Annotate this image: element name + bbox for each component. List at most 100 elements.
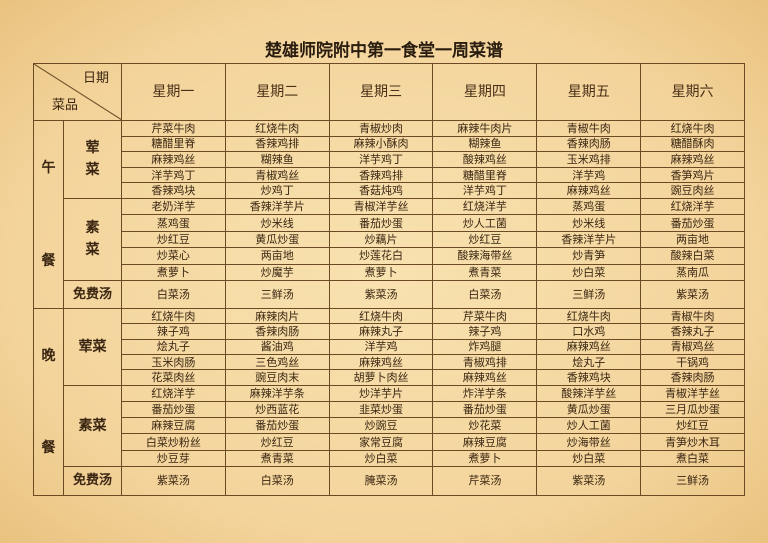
lunch-veg-dish: 香辣洋芋片 bbox=[536, 230, 642, 249]
lunch-veg-dish: 炒魔芋 bbox=[224, 263, 330, 281]
lunch-veg-dish: 酸辣海带丝 bbox=[432, 247, 538, 265]
lunch-veg-row: 炒菜心 两亩地 炒莲花白 酸辣海带丝 炒青笋 酸辣白菜 bbox=[34, 247, 745, 265]
dinner-meat-row: 玉米肉肠 三色鸡丝 麻辣鸡丝 青椒鸡排 烩丸子 干锅鸡 bbox=[34, 354, 745, 371]
day-header: 星期五 bbox=[536, 63, 642, 121]
lunch-soup: 三鲜汤 bbox=[536, 279, 642, 309]
lunch-meat-row: 麻辣鸡丝 糊辣鱼 洋芋鸡丁 酸辣鸡丝 玉米鸡排 麻辣鸡丝 bbox=[34, 151, 745, 168]
lunch-meat-dish: 洋芋鸡丁 bbox=[328, 151, 434, 168]
dinner-veg-dish: 炒海带丝 bbox=[536, 433, 642, 451]
lunch-veg-label-char: 菜 bbox=[85, 242, 100, 259]
lunch-veg-dish: 煮萝卜 bbox=[328, 263, 434, 281]
dinner-meat-dish: 香辣肉肠 bbox=[640, 369, 745, 386]
dinner-meat-dish: 豌豆肉末 bbox=[224, 369, 330, 386]
lunch-veg-dish: 炒青笋 bbox=[536, 247, 642, 265]
lunch-veg-dish: 煮萝卜 bbox=[121, 263, 226, 281]
dinner-meat-dish: 口水鸡 bbox=[536, 323, 642, 340]
lunch-label: 午餐 bbox=[33, 120, 64, 309]
dinner-veg-dish: 炒花菜 bbox=[432, 417, 538, 435]
day-header: 星期一 bbox=[121, 63, 226, 121]
lunch-veg-dish: 香辣洋芋片 bbox=[224, 197, 330, 216]
corner-header: 日期 菜品 bbox=[33, 63, 122, 121]
lunch-meat-dish: 香辣鸡排 bbox=[328, 166, 434, 184]
lunch-veg-label: 素菜 bbox=[63, 197, 122, 281]
lunch-veg-dish: 炒红豆 bbox=[121, 230, 226, 249]
dinner-meat-dish: 炸鸡腿 bbox=[432, 338, 538, 356]
day-header: 星期三 bbox=[328, 63, 434, 121]
dinner-veg-dish: 番茄炒蛋 bbox=[121, 401, 226, 419]
page-title: 楚雄师院附中第一食堂一周菜谱 bbox=[265, 41, 503, 61]
dinner-soup: 三鲜汤 bbox=[640, 465, 745, 496]
lunch-veg-dish: 蒸鸡蛋 bbox=[121, 214, 226, 232]
dinner-veg-dish: 炒人工菌 bbox=[536, 417, 642, 435]
dinner-veg-dish: 番茄炒蛋 bbox=[432, 401, 538, 419]
lunch-veg-row: 煮萝卜 炒魔芋 煮萝卜 煮青菜 炒白菜 蒸南瓜 bbox=[34, 263, 745, 281]
dinner-soup: 腌菜汤 bbox=[328, 465, 434, 496]
dinner-meat-dish: 三色鸡丝 bbox=[224, 354, 330, 371]
dinner-veg-dish: 三月瓜炒蛋 bbox=[640, 401, 745, 419]
dinner-veg-dish: 红烧洋芋 bbox=[121, 384, 226, 403]
lunch-veg-dish: 煮青菜 bbox=[432, 263, 538, 281]
dinner-veg-dish: 酸辣洋芋丝 bbox=[536, 384, 642, 403]
lunch-meat-dish: 麻辣牛肉片 bbox=[432, 120, 538, 137]
lunch-label-char: 餐 bbox=[41, 252, 56, 269]
lunch-meat-dish: 香菇炖鸡 bbox=[328, 182, 434, 199]
lunch-veg-dish: 红烧洋芋 bbox=[640, 197, 745, 216]
lunch-veg-dish: 炒红豆 bbox=[432, 230, 538, 249]
lunch-veg-dish: 炒米线 bbox=[536, 214, 642, 232]
dinner-veg-dish: 炒红豆 bbox=[224, 433, 330, 451]
dinner-veg-row: 素菜 红烧洋芋 麻辣洋芋条 炒洋芋片 炸洋芋条 酸辣洋芋丝 青椒洋芋丝 bbox=[34, 384, 745, 467]
dinner-veg-dish: 煮白菜 bbox=[640, 449, 745, 467]
dinner-veg-row: 麻辣豆腐 番茄炒蛋 炒豌豆 炒花菜 炒人工菌 炒红豆 bbox=[34, 417, 745, 435]
lunch-veg-dish: 炒米线 bbox=[224, 214, 330, 232]
lunch-meat-row: 糖醋里脊 香辣鸡排 麻辣小酥肉 糊辣鱼 香辣肉肠 糖醋酥肉 bbox=[34, 135, 745, 153]
dinner-meat-dish: 香辣丸子 bbox=[640, 323, 745, 340]
dinner-meat-dish: 辣子鸡 bbox=[432, 323, 538, 340]
lunch-veg-dish: 炒莲花白 bbox=[328, 247, 434, 265]
dinner-veg-dish: 炒红豆 bbox=[640, 417, 745, 435]
lunch-meat-dish: 麻辣小酥肉 bbox=[328, 135, 434, 153]
lunch-meat-dish: 糊辣鱼 bbox=[224, 151, 330, 168]
dinner-meat-dish: 辣子鸡 bbox=[121, 323, 226, 340]
lunch-veg-dish: 两亩地 bbox=[640, 230, 745, 249]
lunch-soup: 紫菜汤 bbox=[640, 279, 745, 309]
lunch-veg-dish: 黄瓜炒蛋 bbox=[224, 230, 330, 249]
dish-label: 菜品 bbox=[52, 98, 79, 113]
lunch-veg-dish: 番茄炒蛋 bbox=[328, 214, 434, 232]
lunch-veg-label-char: 素 bbox=[85, 220, 100, 237]
dinner-meat-dish: 胡萝卜肉丝 bbox=[328, 369, 434, 386]
dinner-soup-label: 免费汤 bbox=[63, 465, 122, 496]
dinner-veg-dish: 炒白菜 bbox=[328, 449, 434, 467]
day-header: 星期二 bbox=[224, 63, 330, 121]
dinner-veg-dish: 番茄炒蛋 bbox=[224, 417, 330, 435]
lunch-veg-dish: 炒白菜 bbox=[536, 263, 642, 281]
lunch-meat-dish: 香辣鸡排 bbox=[224, 135, 330, 153]
lunch-veg-dish: 老奶洋芋 bbox=[121, 197, 226, 216]
lunch-veg-dish: 蒸鸡蛋 bbox=[536, 197, 642, 216]
dinner-soup-row: 免费汤 紫菜汤 白菜汤 腌菜汤 芹菜汤 紫菜汤 三鲜汤 bbox=[34, 465, 745, 496]
dinner-veg-label: 素菜 bbox=[63, 384, 122, 467]
dinner-veg-dish: 青笋炒木耳 bbox=[640, 433, 745, 451]
lunch-label-char: 午 bbox=[41, 160, 56, 177]
lunch-meat-dish: 青椒鸡丝 bbox=[224, 166, 330, 184]
dinner-label-char: 餐 bbox=[41, 439, 56, 456]
dinner-meat-dish: 烩丸子 bbox=[121, 338, 226, 356]
dinner-soup: 紫菜汤 bbox=[536, 465, 642, 496]
lunch-meat-dish: 糖醋酥肉 bbox=[640, 135, 745, 153]
dinner-meat-dish: 麻辣肉片 bbox=[224, 307, 330, 325]
lunch-veg-dish: 蒸南瓜 bbox=[640, 263, 745, 281]
dinner-meat-dish: 麻辣鸡丝 bbox=[432, 369, 538, 386]
dinner-meat-dish: 红烧牛肉 bbox=[536, 307, 642, 325]
dinner-meat-row: 烩丸子 酱油鸡 洋芋鸡 炸鸡腿 麻辣鸡丝 青椒鸡丝 bbox=[34, 338, 745, 356]
dinner-veg-dish: 白菜炒粉丝 bbox=[121, 433, 226, 451]
lunch-veg-row: 炒红豆 黄瓜炒蛋 炒藕片 炒红豆 香辣洋芋片 两亩地 bbox=[34, 230, 745, 249]
lunch-soup: 白菜汤 bbox=[121, 279, 226, 309]
dinner-meat-row: 花菜肉丝 豌豆肉末 胡萝卜肉丝 麻辣鸡丝 香辣鸡块 香辣肉肠 bbox=[34, 369, 745, 386]
dinner-veg-dish: 青椒洋芋丝 bbox=[640, 384, 745, 403]
dinner-meat-dish: 香辣肉肠 bbox=[224, 323, 330, 340]
lunch-meat-dish: 洋芋鸡丁 bbox=[121, 166, 226, 184]
lunch-meat-dish: 玉米鸡排 bbox=[536, 151, 642, 168]
lunch-veg-row: 蒸鸡蛋 炒米线 番茄炒蛋 炒人工菌 炒米线 番茄炒蛋 bbox=[34, 214, 745, 232]
lunch-veg-dish: 红烧洋芋 bbox=[432, 197, 538, 216]
dinner-veg-row: 白菜炒粉丝 炒红豆 家常豆腐 麻辣豆腐 炒海带丝 青笋炒木耳 bbox=[34, 433, 745, 451]
dinner-veg-dish: 韭菜炒蛋 bbox=[328, 401, 434, 419]
